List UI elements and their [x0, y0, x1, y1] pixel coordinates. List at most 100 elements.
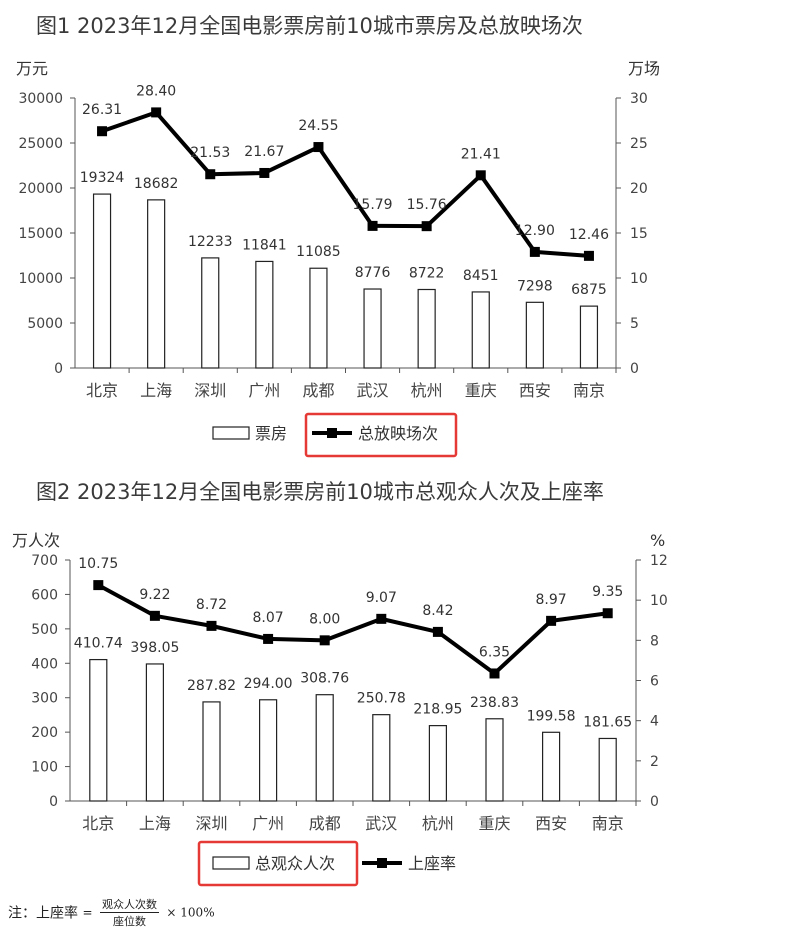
right-tick-label: 20 — [630, 181, 648, 197]
bar-value-label: 19324 — [80, 170, 125, 186]
line-marker — [367, 220, 378, 231]
bar-value-label: 287.82 — [187, 678, 236, 694]
legend-line-label: 上座率 — [408, 854, 456, 873]
left-tick-label: 15000 — [18, 226, 63, 242]
category-label: 杭州 — [422, 814, 454, 833]
bar — [363, 288, 382, 369]
line-marker — [205, 169, 216, 180]
bar-value-label: 398.05 — [130, 640, 179, 656]
category-label: 杭州 — [411, 381, 443, 400]
right-unit-label: 万场 — [628, 59, 660, 78]
bar-value-label: 250.78 — [357, 691, 406, 707]
category-label: 重庆 — [465, 381, 497, 400]
line-marker — [319, 635, 330, 646]
left-tick-label: 0 — [54, 361, 63, 377]
footnote-eq: = — [82, 905, 93, 920]
line-value-label: 21.41 — [461, 146, 501, 162]
line-marker — [376, 613, 387, 624]
bar — [89, 658, 108, 802]
line-value-label: 8.72 — [196, 597, 227, 613]
bar-value-label: 199.58 — [527, 708, 576, 724]
right-tick-label: 6 — [650, 674, 659, 690]
legend-bar-swatch — [212, 856, 250, 870]
bar — [309, 267, 328, 369]
bar — [202, 701, 221, 802]
category-label: 成都 — [309, 814, 341, 833]
category-label: 深圳 — [194, 381, 226, 400]
left-tick-label: 600 — [31, 587, 58, 603]
line-value-label: 21.67 — [244, 144, 284, 160]
category-label: 武汉 — [365, 814, 397, 833]
line-marker — [263, 633, 274, 644]
line-marker — [149, 610, 160, 621]
footnote-numerator: 观众人次数 — [99, 898, 159, 913]
line-marker — [602, 608, 613, 619]
left-tick-label: 700 — [31, 553, 58, 569]
bar — [471, 291, 490, 369]
bar-value-label: 7298 — [517, 278, 553, 294]
right-tick-label: 12 — [650, 553, 668, 569]
left-tick-label: 0 — [49, 794, 58, 810]
bar — [145, 663, 164, 802]
bar — [428, 725, 447, 802]
bar — [259, 699, 278, 802]
bar-value-label: 6875 — [571, 282, 607, 298]
legend-bar-label: 总观众人次 — [255, 854, 335, 873]
line-value-label: 6.35 — [479, 644, 510, 660]
left-tick-label: 200 — [31, 725, 58, 741]
left-tick-label: 500 — [31, 622, 58, 638]
bar-value-label: 218.95 — [413, 702, 462, 718]
line-marker — [529, 246, 540, 257]
bar — [485, 718, 504, 802]
line-value-label: 9.35 — [592, 584, 623, 600]
bar — [372, 714, 391, 802]
line-marker — [475, 170, 486, 181]
bar — [525, 301, 544, 369]
chart2-svg: 万人次 % 0 100 200 300 400 500 600 700 0 2 4 6 8 10 12 北京 上海 深… — [12, 531, 668, 887]
bar-value-label: 8451 — [463, 268, 499, 284]
category-label: 南京 — [573, 381, 605, 400]
bar-value-label: 181.65 — [583, 714, 632, 730]
bar — [315, 694, 334, 802]
legend-bar-label: 票房 — [255, 424, 287, 443]
line-value-label: 9.22 — [139, 587, 170, 603]
bar-value-label: 238.83 — [470, 695, 519, 711]
line-value-label: 8.00 — [309, 611, 340, 627]
line-value-label: 24.55 — [298, 118, 338, 134]
line-marker — [313, 142, 324, 153]
bar-value-label: 308.76 — [300, 671, 349, 687]
bar — [417, 288, 436, 369]
line-value-label: 12.46 — [569, 227, 609, 243]
line-value-label: 12.90 — [515, 223, 555, 239]
line-series — [101, 110, 590, 258]
category-label: 北京 — [86, 381, 118, 400]
chart1-svg: 万元 万场 0 5000 10000 15000 20000 25000 30000 0 5 10 15… — [16, 59, 660, 458]
category-label: 北京 — [82, 814, 114, 833]
bar — [598, 737, 617, 802]
right-tick-label: 10 — [650, 593, 668, 609]
legend-highlight-box — [304, 412, 458, 458]
line-value-label: 26.31 — [82, 102, 122, 118]
right-tick-label: 5 — [630, 316, 639, 332]
line-value-label: 28.40 — [136, 83, 176, 99]
line-value-label: 15.76 — [407, 197, 447, 213]
line-marker — [432, 626, 443, 637]
bar-value-label: 11085 — [296, 244, 341, 260]
line-marker — [151, 107, 162, 118]
bar — [147, 199, 166, 369]
line-marker — [93, 580, 104, 591]
bar — [541, 731, 561, 802]
right-tick-label: 30 — [630, 91, 648, 107]
right-tick-label: 10 — [630, 271, 648, 287]
left-tick-label: 20000 — [18, 181, 63, 197]
category-label: 深圳 — [195, 814, 227, 833]
right-unit-label: % — [650, 531, 665, 550]
line-value-label: 9.07 — [366, 590, 397, 606]
bar-value-label: 294.00 — [244, 676, 293, 692]
category-label: 南京 — [592, 814, 624, 833]
legend-line-marker — [327, 428, 337, 438]
right-tick-label: 15 — [630, 226, 648, 242]
line-value-label: 8.97 — [536, 592, 567, 608]
left-unit-label: 万人次 — [12, 531, 60, 550]
line-value-label: 15.79 — [353, 197, 393, 213]
